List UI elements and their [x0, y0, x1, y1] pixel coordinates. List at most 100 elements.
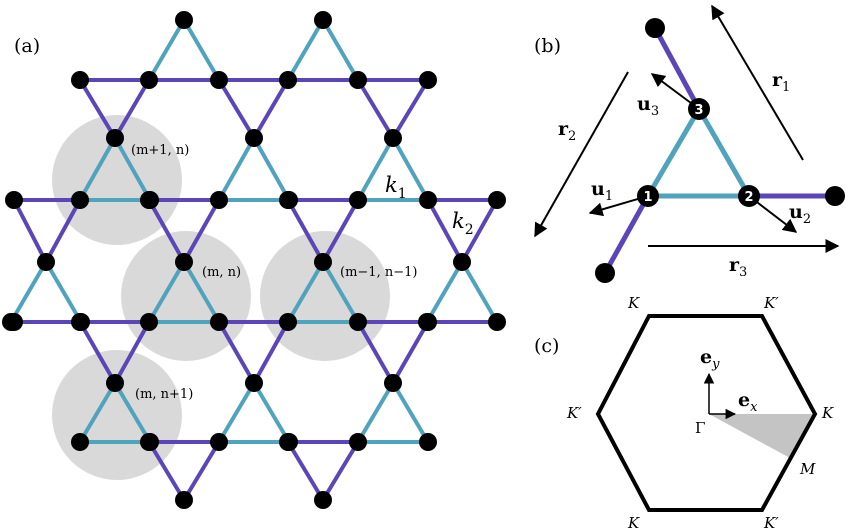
u3-label: u3	[637, 93, 659, 119]
intra-bond	[147, 18, 186, 82]
lattice-site	[210, 71, 228, 89]
inter-bond	[252, 320, 290, 385]
gamma-point-label: Γ	[695, 419, 705, 437]
lattice-site	[488, 313, 506, 331]
lattice-site	[71, 71, 89, 89]
inter-bond	[147, 440, 186, 502]
lattice-site	[279, 433, 297, 451]
k-point-left: K′	[566, 404, 582, 422]
lattice-site	[419, 191, 437, 209]
intra-bond	[147, 260, 186, 324]
intra-bond	[286, 18, 325, 82]
intra-bond	[182, 260, 221, 324]
inter-bond	[356, 78, 395, 140]
lattice-site	[106, 129, 124, 147]
inter-bond	[391, 320, 430, 385]
intra-bond	[78, 136, 117, 202]
neighbor-site	[645, 18, 665, 38]
inter-bond	[182, 198, 221, 264]
inter-bond	[182, 440, 221, 502]
neighbor-site	[595, 263, 615, 283]
r1-arrow	[711, 4, 804, 161]
inter-bond	[321, 440, 360, 502]
lattice-site	[140, 313, 158, 331]
site-1	[637, 185, 659, 207]
intra-bond	[9, 260, 48, 324]
lattice-site	[419, 71, 437, 89]
lattice-site	[175, 11, 193, 29]
panel-c: (c) ex ey Γ M K K′ K′ K K K′	[534, 294, 834, 530]
inter-bond	[652, 26, 702, 111]
r2-arrow	[534, 71, 629, 238]
lattice-site	[175, 491, 193, 509]
inter-bonds	[602, 26, 835, 275]
lattice-site	[349, 433, 367, 451]
site-1-number: 1	[643, 190, 652, 205]
inter-bond	[44, 198, 82, 264]
lattice-site	[314, 253, 332, 271]
site-2-number: 2	[744, 190, 753, 205]
intra-bond	[252, 136, 291, 202]
u2-label: u2	[789, 201, 811, 227]
inter-bond	[356, 320, 395, 385]
m-point-label: M	[799, 460, 816, 478]
k-point-top-right: K′	[763, 294, 779, 312]
cell-label-m1-n: (m+1, n)	[131, 143, 189, 158]
lattice-site	[71, 191, 89, 209]
lattice-site	[140, 191, 158, 209]
intra-bond	[696, 107, 752, 198]
intra-bond	[321, 260, 360, 324]
lattice-site	[210, 313, 228, 331]
inter-bond	[286, 198, 325, 264]
intra-bond	[425, 260, 464, 324]
lattice-site	[279, 191, 297, 209]
intra-bond	[391, 381, 430, 444]
cell-label-m-n: (m, n)	[202, 265, 241, 280]
irreducible-wedge	[709, 414, 815, 458]
site-3	[688, 98, 710, 120]
k-point-bottom-left: K	[627, 514, 640, 530]
inter-bond	[426, 198, 464, 264]
intra-bond	[217, 136, 256, 202]
lattice-site	[5, 313, 23, 331]
inter-bond	[217, 78, 256, 140]
lattice-site	[314, 491, 332, 509]
cell-label-m-n1: (m, n+1)	[135, 387, 193, 402]
k2-label: k2	[452, 209, 474, 238]
lattice-site	[349, 191, 367, 209]
lattice-site	[37, 253, 55, 271]
unit-cell-highlights	[52, 115, 390, 480]
inter-bond	[286, 440, 325, 502]
site-3-number: 3	[694, 103, 703, 118]
lattice-site	[384, 129, 402, 147]
unit-cell-triangle	[645, 107, 752, 199]
intra-bond	[286, 260, 325, 324]
neighbor-site	[825, 186, 845, 206]
intra-bond	[252, 381, 291, 444]
inter-bond	[78, 320, 117, 385]
lattice-site	[279, 313, 297, 331]
lattice-site	[419, 433, 437, 451]
panel-b: (b) 1 2 3 u1 u2	[534, 4, 845, 283]
panel-a: (a) (m+1, n) (m, n) (m−1, n−1) (m, n+1) …	[2, 11, 506, 509]
inter-bond	[113, 78, 151, 140]
lattice-site	[140, 433, 158, 451]
ey-label: ey	[700, 346, 720, 372]
lattice-site	[210, 191, 228, 209]
lattice-site	[453, 253, 471, 271]
k1-label: k1	[385, 173, 407, 202]
site-2	[738, 185, 760, 207]
unit-cell-highlight	[52, 350, 182, 480]
inter-bond	[391, 78, 430, 140]
k-point-right: K	[821, 404, 834, 422]
lattice-site	[106, 374, 124, 392]
intra-bond	[321, 18, 360, 82]
intra-bond	[113, 381, 152, 444]
inter-bond	[217, 320, 256, 385]
u1-label: u1	[591, 178, 613, 204]
intra-bond	[182, 18, 221, 82]
intra-bond	[217, 381, 256, 444]
r3-label: r3	[729, 254, 747, 280]
lattice-site	[419, 313, 437, 331]
cell-label-m-1-n-1: (m−1, n−1)	[340, 265, 417, 280]
